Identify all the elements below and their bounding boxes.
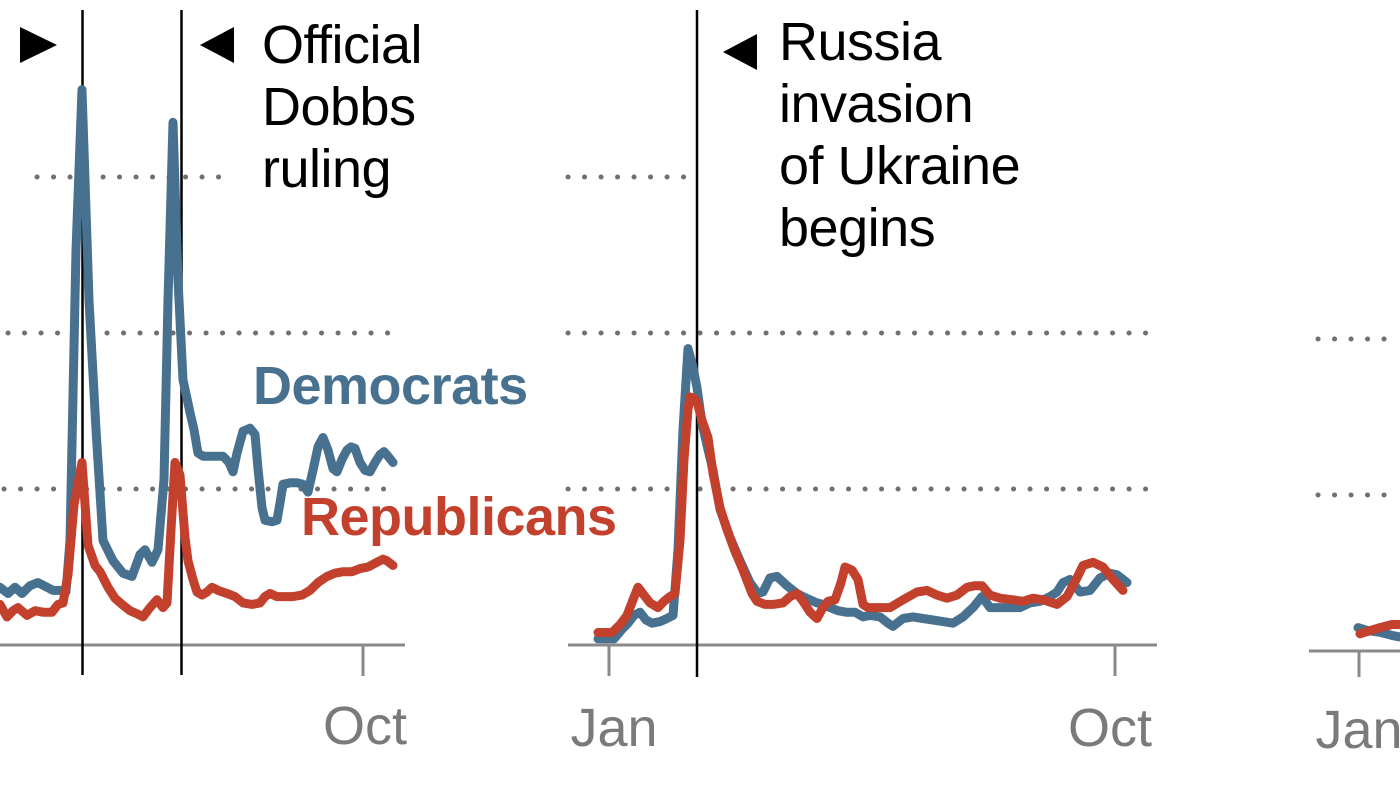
series-label-republicans: Republicans	[301, 487, 617, 547]
axis-tick-label: Jan	[1315, 700, 1400, 760]
axis-tick-label: Oct	[323, 696, 407, 756]
arrow-left-icon	[200, 27, 234, 63]
annotation-dobbs-ruling: Official Dobbs ruling	[262, 15, 423, 199]
series-label-democrats: Democrats	[253, 356, 528, 416]
series-line-democrats	[0, 85, 398, 598]
annotation-russia-invasion: Russia invasion of Ukraine begins	[779, 12, 1021, 258]
series-line-republicans	[593, 392, 1128, 637]
series-line-republicans	[1355, 620, 1400, 639]
arrow-left-icon	[723, 34, 757, 70]
axis-tick-label: Oct	[1068, 698, 1152, 758]
series-line-republicans	[0, 458, 398, 622]
axis-tick-label: Jan	[570, 698, 657, 758]
arrow-right-icon	[20, 27, 57, 63]
